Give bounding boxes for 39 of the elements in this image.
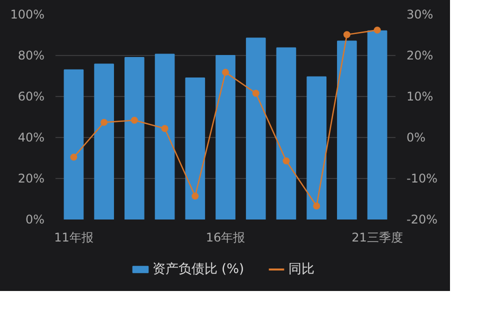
y2-tick-label: 10%	[406, 90, 434, 104]
point	[282, 157, 290, 164]
point	[222, 68, 229, 76]
point	[161, 124, 168, 132]
legend-label: 资产负债比 (%)	[152, 262, 244, 277]
y2-tick-label: 20%	[406, 48, 434, 62]
bar	[306, 76, 326, 220]
y-tick-label: 80%	[18, 48, 44, 62]
point	[374, 26, 381, 34]
x-tick-label: 21三季度	[352, 230, 403, 244]
y-tick-label: 60%	[18, 90, 44, 104]
bar	[337, 40, 357, 220]
bar	[154, 54, 175, 220]
point	[343, 31, 350, 38]
point	[100, 118, 108, 126]
x-tick-label: 11年报	[54, 230, 94, 244]
point	[252, 90, 260, 97]
legend-label: 同比	[288, 262, 314, 277]
x-tick-label: 16年报	[206, 230, 246, 244]
y-tick-label: 40%	[18, 130, 44, 144]
bar	[124, 57, 144, 220]
bar	[64, 69, 84, 220]
bar	[246, 38, 266, 220]
y-tick-label: 100%	[10, 8, 45, 22]
y2-tick-label: -20%	[406, 212, 438, 226]
bar	[185, 78, 206, 220]
y2-tick-label: 30%	[406, 8, 434, 22]
y-tick-label: 20%	[18, 172, 44, 186]
point	[313, 202, 320, 210]
bar	[216, 55, 236, 220]
point	[192, 192, 199, 200]
bar	[94, 64, 114, 220]
point	[130, 116, 138, 124]
y2-tick-label: 0%	[406, 130, 426, 144]
y2-tick-label: -10%	[406, 172, 438, 186]
bar	[367, 30, 388, 220]
point	[70, 154, 78, 161]
bar	[276, 47, 296, 220]
y-tick-label: 0%	[25, 212, 45, 226]
